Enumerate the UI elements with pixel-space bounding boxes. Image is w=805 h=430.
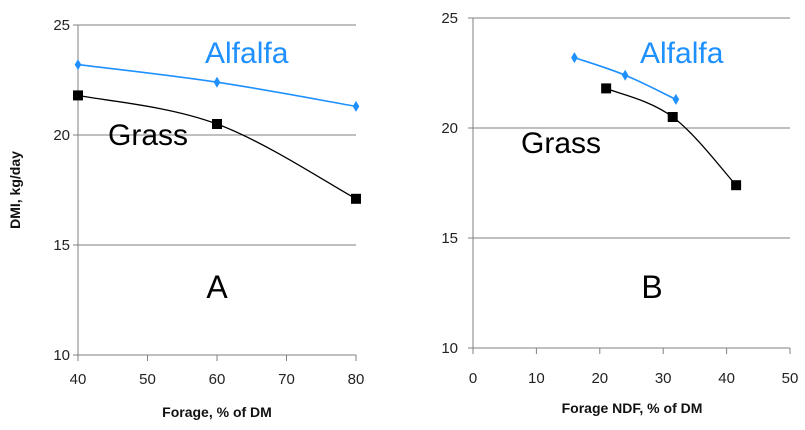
- y-tick-label: 15: [441, 230, 458, 247]
- grass-series-line: [605, 87, 737, 186]
- y-tick-label: 25: [53, 17, 70, 34]
- alfalfa-data-point: [74, 59, 82, 71]
- alfalfa-data-point: [352, 100, 360, 112]
- alfalfa-data-point: [213, 76, 221, 88]
- alfalfa-data-point: [571, 52, 578, 64]
- x-tick-label: 40: [70, 371, 87, 388]
- x-tick-label: 0: [469, 370, 477, 387]
- grass-data-point: [731, 180, 742, 191]
- y-tick-label: 15: [53, 237, 70, 254]
- alfalfa-data-point: [672, 93, 680, 105]
- x-tick-label: 50: [139, 371, 156, 388]
- y-axis-title: DMI, kg/day: [7, 151, 23, 229]
- grass-data-point: [351, 193, 361, 204]
- x-axis-title: Forage, % of DM: [162, 404, 272, 420]
- y-tick-label: 20: [441, 120, 458, 137]
- x-tick-label: 40: [718, 370, 735, 387]
- alfalfa-series-label: Alfalfa: [640, 37, 724, 70]
- x-tick-label: 50: [782, 370, 799, 387]
- panel-label: B: [641, 269, 662, 305]
- grass-data-point: [73, 90, 83, 101]
- grass-data-point: [212, 119, 222, 129]
- y-tick-label: 20: [53, 127, 70, 144]
- chart-panel-b: 10 15 20 25 0 10 20 30 40 50 Forage NDF, % of DM B A…: [441, 10, 798, 416]
- chart-panel-a: 10 15 20 25 40 50 60 70 80 Forage, % of DM DMI, kg…: [7, 17, 364, 420]
- grass-series-label: Grass: [108, 119, 188, 152]
- x-tick-label: 70: [278, 371, 295, 388]
- y-tick-label: 10: [53, 347, 70, 364]
- alfalfa-series-label: Alfalfa: [205, 37, 289, 70]
- grass-data-point: [601, 83, 612, 94]
- x-tick-label: 20: [591, 370, 608, 387]
- x-tick-label: 80: [348, 371, 365, 388]
- x-tick-label: 10: [528, 370, 545, 387]
- x-tick-label: 60: [209, 371, 226, 388]
- x-axis-title: Forage NDF, % of DM: [562, 400, 703, 416]
- grass-series-label: Grass: [521, 127, 601, 160]
- alfalfa-data-point: [621, 69, 629, 81]
- x-tick-label: 30: [655, 370, 672, 387]
- y-tick-label: 10: [441, 340, 458, 357]
- y-tick-label: 25: [441, 10, 458, 27]
- grass-data-point: [667, 112, 678, 122]
- panel-label: A: [206, 269, 228, 305]
